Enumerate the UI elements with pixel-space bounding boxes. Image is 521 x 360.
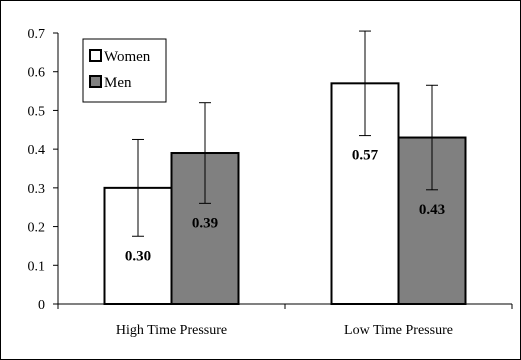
y-tick-label: 0 — [38, 298, 45, 313]
data-label: 0.43 — [419, 202, 445, 218]
bars — [103, 82, 467, 306]
y-tick-label: 0.1 — [28, 259, 46, 274]
y-tick-label: 0.6 — [28, 66, 46, 81]
y-tick-label: 0.2 — [28, 221, 46, 236]
data-label: 0.57 — [352, 148, 379, 164]
data-label: 0.30 — [125, 248, 151, 264]
data-labels: 0.30 0.39 0.57 0.43 — [125, 148, 445, 265]
y-tick-label: 0.3 — [28, 182, 46, 197]
legend-swatch — [89, 75, 102, 88]
x-category-label: Low Time Pressure — [344, 323, 453, 338]
legend: Women Men — [82, 38, 167, 103]
error-bars — [132, 30, 438, 237]
x-category-label: High Time Pressure — [116, 323, 227, 338]
y-tick-label: 0.7 — [28, 27, 46, 42]
y-tick-label: 0.4 — [28, 143, 46, 158]
data-label: 0.39 — [192, 215, 218, 231]
legend-label: Men — [104, 75, 132, 91]
legend-swatch — [89, 49, 102, 62]
legend-label: Women — [104, 49, 151, 65]
y-tick-label: 0.5 — [28, 104, 46, 119]
